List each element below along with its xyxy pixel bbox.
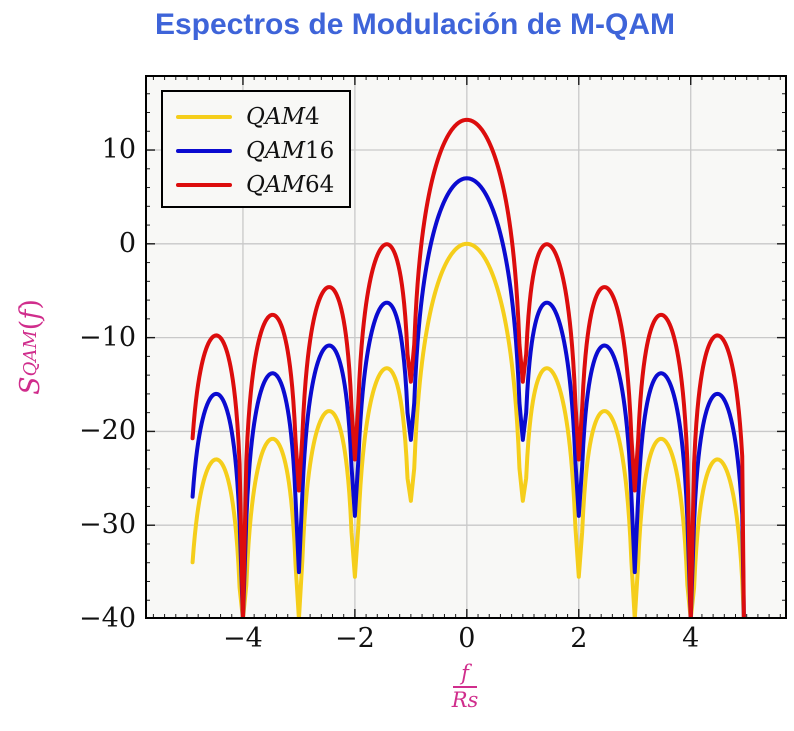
x-tick-label-0: 0: [458, 623, 476, 654]
x-axis-label-numerator: f: [453, 662, 477, 688]
y-tick-label-0: 0: [118, 227, 136, 259]
curve-qam4: [190, 241, 746, 619]
legend: QAM4 QAM16 QAM64: [161, 90, 351, 208]
legend-label: QAM64: [246, 172, 335, 198]
legend-line-swatch: [176, 183, 232, 187]
legend-item-qam4: QAM4: [163, 100, 349, 134]
chart-title: Espectros de Modulación de M-QAM: [154, 8, 676, 41]
y-tick-label-−20: −20: [79, 415, 136, 447]
x-tick-label-4: 4: [682, 623, 700, 654]
curves: [190, 117, 746, 619]
plot-frame: [145, 75, 787, 619]
y-axis-label-argument: f: [14, 309, 46, 320]
y-axis-label-base: S: [14, 376, 46, 395]
curve-qam16: [190, 176, 746, 619]
y-axis-label-paren-close: ): [14, 299, 46, 310]
legend-label: QAM4: [246, 104, 320, 130]
x-axis-label-denominator: Rs: [451, 688, 479, 712]
legend-label: QAM16: [246, 138, 335, 164]
legend-item-qam64: QAM64: [163, 168, 349, 202]
legend-item-qam16: QAM16: [163, 134, 349, 168]
x-tick-label-−4: −4: [223, 623, 263, 654]
legend-line-swatch: [176, 149, 232, 153]
x-tick-label-2: 2: [570, 623, 588, 654]
x-tick-label-−2: −2: [334, 623, 375, 654]
y-tick-label-10: 10: [101, 134, 136, 166]
curve-qam64: [190, 117, 746, 619]
y-tick-label-−30: −30: [79, 509, 136, 541]
y-tick-label-−10: −10: [79, 321, 136, 353]
x-axis-label: f Rs: [432, 662, 498, 712]
y-tick-label-−40: −40: [79, 603, 136, 634]
legend-line-swatch: [176, 115, 232, 119]
